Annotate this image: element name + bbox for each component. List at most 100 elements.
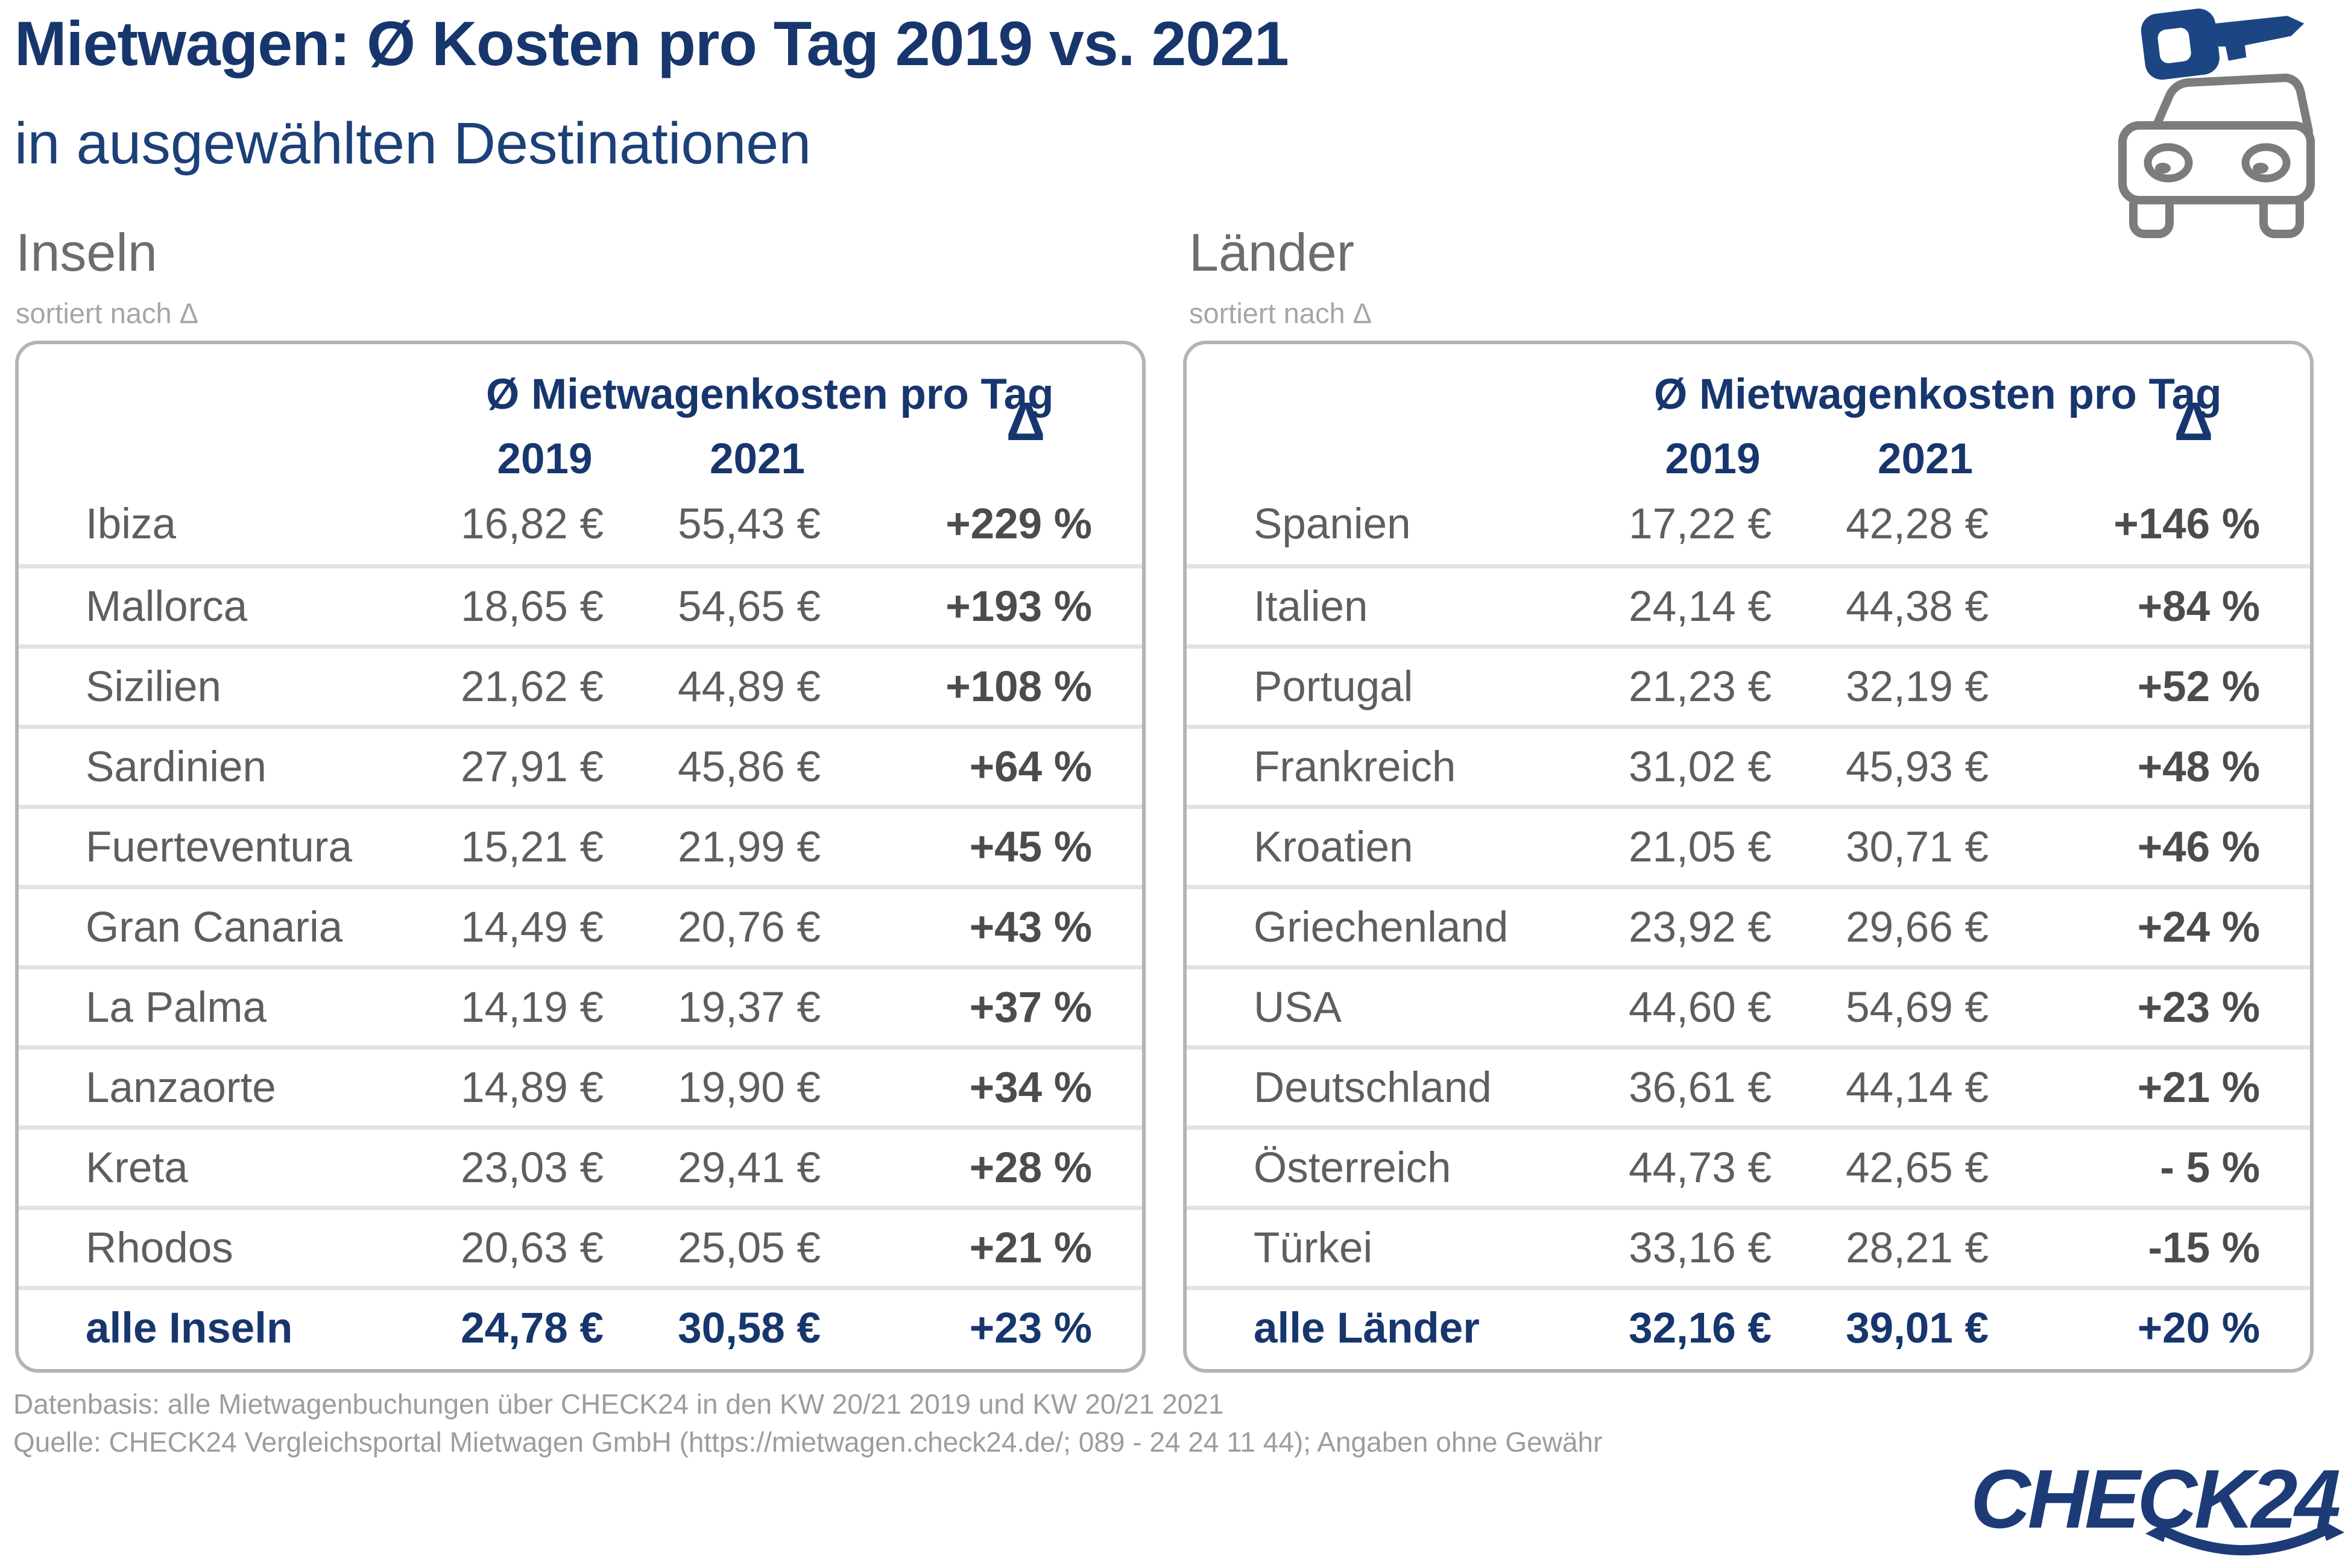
value-2021: 25,05 € [678, 1224, 821, 1272]
table-row: Sizilien 21,62 € 44,89 € +108 % [19, 644, 1142, 725]
value-2021: 54,65 € [678, 582, 821, 631]
destination-label: Griechenland [1254, 903, 1509, 951]
destination-label: Kreta [86, 1144, 188, 1192]
delta-value: +45 % [969, 823, 1092, 871]
table-row: Portugal 21,23 € 32,19 € +52 % [1187, 644, 2310, 725]
car-cabin [2150, 74, 2313, 136]
delta-value: +20 % [2137, 1304, 2260, 1352]
delta-value: +193 % [945, 582, 1092, 631]
value-2021: 54,69 € [1846, 983, 1989, 1031]
value-2021: 55,43 € [678, 500, 821, 548]
table-row: Gran Canaria 14,49 € 20,76 € +43 % [19, 885, 1142, 965]
value-2019: 24,78 € [461, 1304, 604, 1352]
value-2021: 32,19 € [1846, 663, 1989, 711]
table-row: Deutschland 36,61 € 44,14 € +21 % [1187, 1045, 2310, 1126]
table-row: Italien 24,14 € 44,38 € +84 % [1187, 564, 2310, 644]
car-key [2141, 8, 2305, 80]
value-2019: 31,02 € [1629, 743, 1772, 791]
value-2021: 30,58 € [678, 1304, 821, 1352]
destination-label: Lanzaorte [86, 1063, 276, 1112]
table-row: Sardinien 27,91 € 45,86 € +64 % [19, 725, 1142, 805]
value-2019: 44,60 € [1629, 983, 1772, 1031]
destination-label: Türkei [1254, 1224, 1373, 1272]
section-title-inseln: Inseln [16, 222, 157, 282]
value-2021: 42,28 € [1846, 500, 1989, 548]
destination-label: Kroatien [1254, 823, 1413, 871]
check24-logo: CHECK24 [1971, 1452, 2344, 1555]
destination-label: Italien [1254, 582, 1368, 631]
delta-value: - 5 % [2160, 1144, 2260, 1192]
destination-label: La Palma [86, 983, 267, 1031]
value-2019: 23,03 € [461, 1144, 604, 1192]
car-headlight-right [2241, 143, 2291, 183]
table-card-inseln: Ø Mietwagenkosten pro Tag Δ 2019 2021 Ib… [15, 341, 1146, 1373]
destination-label: Sardinien [86, 743, 267, 791]
delta-value: +146 % [2113, 500, 2260, 548]
value-2019: 18,65 € [461, 582, 604, 631]
footer-source-note: Datenbasis: alle Mietwagenbuchungen über… [13, 1385, 1602, 1462]
value-2019: 21,05 € [1629, 823, 1772, 871]
value-2021: 44,38 € [1846, 582, 1989, 631]
column-header-delta: Δ [2174, 391, 2214, 452]
smile-arrow-icon [2145, 1519, 2344, 1565]
delta-value: +21 % [969, 1224, 1092, 1272]
value-2021: 21,99 € [678, 823, 821, 871]
page-subtitle: in ausgewählten Destinationen [14, 110, 812, 176]
destination-label: Rhodos [86, 1224, 233, 1272]
destination-label: Gran Canaria [86, 903, 343, 951]
table-row: Kreta 23,03 € 29,41 € +28 % [19, 1126, 1142, 1206]
value-2019: 21,23 € [1629, 663, 1772, 711]
column-header-delta: Δ [1006, 391, 1046, 452]
delta-value: +229 % [945, 500, 1092, 548]
delta-value: +48 % [2137, 743, 2260, 791]
car-with-key-icon [2091, 2, 2341, 244]
value-2019: 24,14 € [1629, 582, 1772, 631]
column-header-2019: 2019 [497, 435, 593, 483]
delta-value: -15 % [2148, 1224, 2260, 1272]
destination-label: Portugal [1254, 663, 1413, 711]
value-2019: 23,92 € [1629, 903, 1772, 951]
value-2021: 29,66 € [1846, 903, 1989, 951]
destination-label: Mallorca [86, 582, 248, 631]
value-2019: 44,73 € [1629, 1144, 1772, 1192]
table-row: Rhodos 20,63 € 25,05 € +21 % [19, 1206, 1142, 1286]
value-2019: 17,22 € [1629, 500, 1772, 548]
table-row: USA 44,60 € 54,69 € +23 % [1187, 965, 2310, 1045]
table-row: Spanien 17,22 € 42,28 € +146 % [1187, 484, 2310, 564]
destination-label: alle Länder [1254, 1304, 1480, 1352]
sort-note-inseln: sortiert nach Δ [16, 297, 199, 329]
delta-value: +23 % [969, 1304, 1092, 1352]
destination-label: Deutschland [1254, 1063, 1492, 1112]
delta-value: +52 % [2137, 663, 2260, 711]
delta-value: +108 % [945, 663, 1092, 711]
sort-note-laender: sortiert nach Δ [1189, 297, 1372, 329]
section-title-laender: Länder [1189, 222, 1355, 282]
table-header: Ø Mietwagenkosten pro Tag Δ 2019 2021 [19, 344, 1142, 484]
delta-value: +23 % [2137, 983, 2260, 1031]
delta-value: +43 % [969, 903, 1092, 951]
delta-value: +34 % [969, 1063, 1092, 1112]
value-2019: 14,19 € [461, 983, 604, 1031]
value-2021: 19,37 € [678, 983, 821, 1031]
table-row: alle Inseln 24,78 € 30,58 € +23 % [19, 1286, 1142, 1366]
value-2019: 15,21 € [461, 823, 604, 871]
car-headlight-left [2144, 143, 2193, 183]
delta-value: +24 % [2137, 903, 2260, 951]
value-2021: 29,41 € [678, 1144, 821, 1192]
footer-line-quelle: Quelle: CHECK24 Vergleichsportal Mietwag… [13, 1426, 1603, 1458]
value-2019: 14,49 € [461, 903, 604, 951]
table-header: Ø Mietwagenkosten pro Tag Δ 2019 2021 [1187, 344, 2310, 484]
table-row: Griechenland 23,92 € 29,66 € +24 % [1187, 885, 2310, 965]
column-group-header: Ø Mietwagenkosten pro Tag [1654, 371, 2222, 418]
column-group-header: Ø Mietwagenkosten pro Tag [486, 371, 1054, 418]
table-row: La Palma 14,19 € 19,37 € +37 % [19, 965, 1142, 1045]
table-row: Lanzaorte 14,89 € 19,90 € +34 % [19, 1045, 1142, 1126]
table-row: alle Länder 32,16 € 39,01 € +20 % [1187, 1286, 2310, 1366]
column-header-2019: 2019 [1665, 435, 1761, 483]
value-2019: 21,62 € [461, 663, 604, 711]
table-body: Ibiza 16,82 € 55,43 € +229 % Mallorca 18… [19, 484, 1142, 1366]
value-2019: 16,82 € [461, 500, 604, 548]
destination-label: Frankreich [1254, 743, 1456, 791]
value-2021: 39,01 € [1846, 1304, 1989, 1352]
table-card-laender: Ø Mietwagenkosten pro Tag Δ 2019 2021 Sp… [1183, 341, 2314, 1373]
